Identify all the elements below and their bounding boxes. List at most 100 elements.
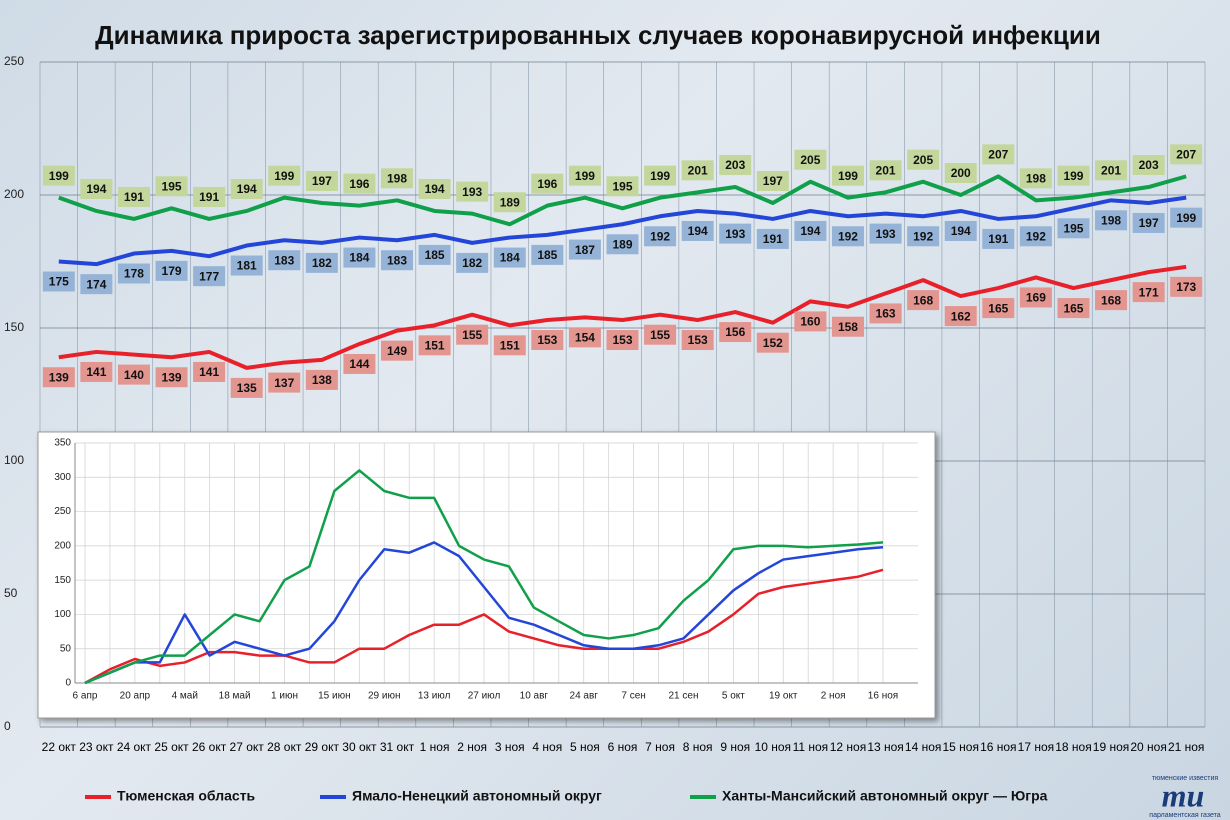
data-label-box [907, 226, 940, 247]
data-label: 151 [500, 339, 520, 353]
data-label-box [982, 144, 1015, 165]
data-label-box [418, 178, 451, 199]
x-tick-label: 20 апр [120, 691, 151, 702]
data-label: 194 [86, 182, 106, 196]
x-tick-label: 1 ноя [419, 740, 450, 754]
data-label-box [305, 170, 338, 191]
data-label-box [606, 176, 639, 197]
logo-mark: mu [1162, 777, 1205, 813]
data-label: 201 [876, 164, 896, 178]
data-label: 192 [838, 229, 858, 243]
data-label: 158 [838, 320, 858, 334]
data-label: 198 [387, 171, 407, 185]
x-tick-label: 29 окт [304, 740, 339, 754]
data-label: 151 [425, 339, 445, 353]
data-label-box [268, 372, 301, 393]
data-label-box [230, 178, 263, 199]
data-label: 203 [1139, 158, 1159, 172]
data-label-box [305, 252, 338, 273]
x-tick-label: 5 окт [722, 691, 745, 702]
y-tick-label: 250 [54, 506, 71, 517]
data-label-box [531, 173, 564, 194]
data-label: 191 [763, 232, 783, 246]
data-label: 183 [387, 253, 407, 267]
x-tick-label: 4 ноя [532, 740, 563, 754]
data-label: 198 [1026, 171, 1046, 185]
x-tick-label: 10 авг [520, 691, 549, 702]
data-label-box [1057, 165, 1090, 186]
x-tick-label: 9 ноя [720, 740, 751, 754]
data-label-box [1170, 144, 1203, 165]
x-tick-label: 21 сен [669, 691, 699, 702]
data-label-box [80, 361, 113, 382]
data-label-box [1132, 155, 1165, 176]
series-line [84, 541, 884, 685]
inset-plot: 6 апр 20 апр 4 май 18 май 1 июн 15 июн 29 июн 1… [54, 438, 918, 702]
data-label: 185 [425, 248, 445, 262]
data-label: 197 [763, 174, 783, 188]
x-tick-label: 4 май [172, 691, 198, 702]
legend: Тюменская область Ямало-Ненецкий автономн… [85, 788, 1048, 804]
data-label: 155 [650, 328, 670, 342]
x-tick-label: 18 май [219, 691, 251, 702]
logo-top: тюменские известия [1152, 775, 1219, 782]
data-label: 196 [537, 177, 557, 191]
data-label-box [117, 364, 150, 385]
data-label-box [343, 173, 376, 194]
data-label: 183 [274, 253, 294, 267]
x-tick-label: 6 апр [73, 691, 98, 702]
x-tick-label: 14 ноя [904, 740, 942, 754]
x-tick-label: 25 окт [154, 740, 189, 754]
data-label-box [193, 361, 226, 382]
data-label: 194 [951, 224, 971, 238]
series-line [58, 195, 1187, 267]
data-label-box [681, 220, 714, 241]
data-label: 184 [349, 251, 369, 265]
data-label-box [1170, 276, 1203, 297]
y-tick-label: 350 [54, 438, 71, 449]
data-label-box [456, 324, 489, 345]
series-line [58, 174, 1187, 227]
data-label-box [681, 330, 714, 351]
x-tick-label: 8 ноя [682, 740, 713, 754]
series-line [84, 469, 884, 685]
x-tick-label: 7 сен [621, 691, 645, 702]
data-label-box [456, 181, 489, 202]
data-label: 185 [537, 248, 557, 262]
logo: тюменские известия mu парламентская газе… [1149, 775, 1220, 819]
data-label: 135 [237, 381, 257, 395]
data-label-box [644, 324, 677, 345]
data-label: 156 [725, 325, 745, 339]
data-label-box [794, 149, 827, 170]
x-tick-label: 16 ноя [980, 740, 1017, 754]
data-label-box [944, 306, 977, 327]
data-label: 141 [86, 365, 106, 379]
data-label: 141 [199, 365, 219, 379]
x-tick-label: 31 окт [379, 740, 415, 754]
data-label: 193 [876, 227, 896, 241]
series-line [58, 264, 1187, 370]
y-tick-label: 200 [4, 187, 24, 201]
data-label-box [268, 165, 301, 186]
data-label: 163 [876, 307, 896, 321]
data-label-box [343, 353, 376, 374]
data-label-box [756, 228, 789, 249]
y-tick-label: 250 [4, 54, 24, 68]
data-label-box [155, 260, 188, 281]
chart-title: Динамика прироста зарегистрированных слу… [95, 20, 1101, 50]
data-label-box [80, 274, 113, 295]
x-tick-label: 19 окт [769, 691, 798, 702]
data-label-box [493, 247, 526, 268]
data-label-box [343, 247, 376, 268]
data-label-box [869, 303, 902, 324]
x-tick-label: 3 ноя [494, 740, 525, 754]
data-label-box [531, 330, 564, 351]
data-label: 191 [124, 190, 144, 204]
x-tick-label: 24 авг [570, 691, 599, 702]
data-label-box [117, 186, 150, 207]
data-label: 139 [162, 370, 182, 384]
data-label: 192 [650, 229, 670, 243]
data-label: 189 [500, 195, 520, 209]
